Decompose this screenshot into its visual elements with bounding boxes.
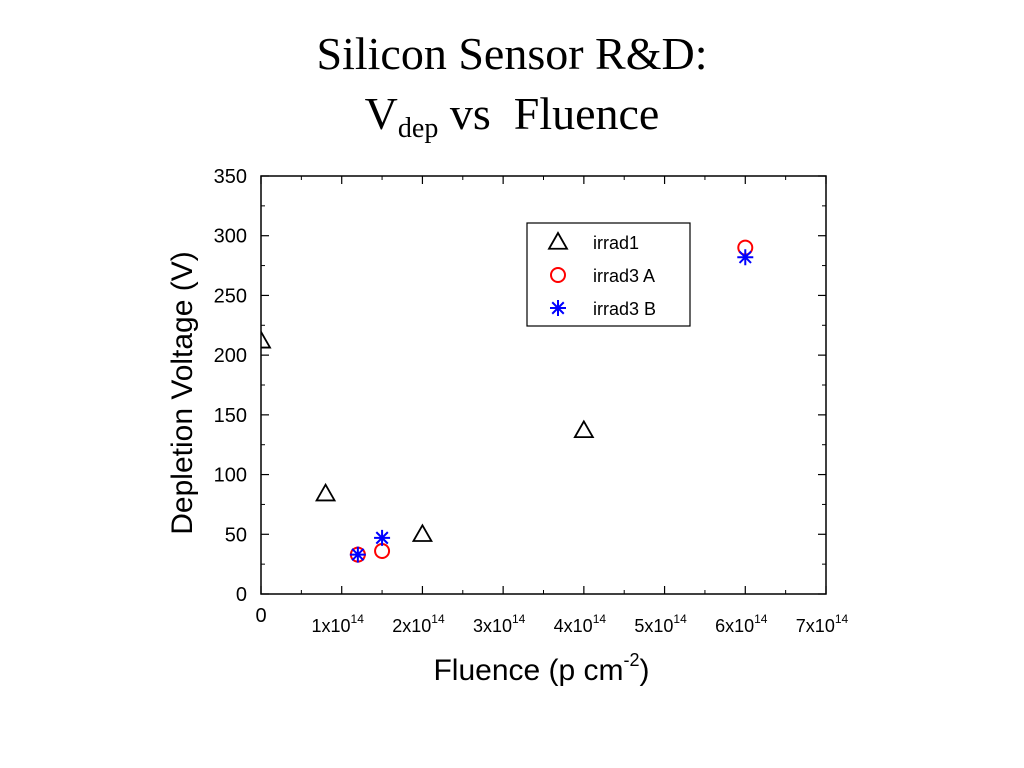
x-tick-label: 7x1014: [796, 612, 849, 636]
x-tick-label: 1x1014: [312, 612, 365, 636]
legend-marker: [547, 231, 569, 250]
point-irrad3-b: [374, 529, 391, 546]
title-subscript: dep: [397, 113, 439, 144]
legend-marker: [550, 267, 566, 283]
x-tick-label: 0: [255, 605, 266, 627]
data-points: [261, 239, 754, 563]
y-tick-label: 150: [214, 405, 247, 427]
y-tick-label: 200: [214, 345, 247, 367]
slide-title-line2: Vdep vs Fluence: [0, 88, 1024, 155]
y-tick-label: 0: [236, 584, 247, 606]
y-tick-label: 300: [214, 226, 247, 248]
slide-title-line1: Silicon Sensor R&D:: [316, 28, 708, 79]
point-irrad3-b: [349, 546, 366, 563]
point-irrad1: [411, 523, 433, 542]
y-tick-label: 250: [214, 285, 247, 307]
title-rest: vs Fluence: [438, 88, 660, 139]
y-tick-label: 350: [214, 166, 247, 188]
point-irrad3-b: [737, 249, 754, 266]
y-tick-label: 100: [214, 465, 247, 487]
x-tick-label: 4x1014: [554, 612, 607, 636]
point-irrad1: [315, 482, 337, 502]
x-axis-label: Fluence (p cm-2): [433, 650, 649, 687]
y-tick-label: 50: [225, 524, 247, 546]
point-irrad1: [573, 419, 595, 439]
legend-label: irrad3 A: [593, 266, 655, 286]
x-tick-label: 3x1014: [473, 612, 526, 636]
legend-label: irrad3 B: [593, 299, 656, 319]
legend: irrad1 irrad3 A irrad3 B: [526, 222, 691, 327]
point-irrad1: [261, 329, 272, 349]
title-v: V: [364, 88, 398, 139]
x-tick-label: 2x1014: [392, 612, 445, 636]
point-irrad3-a: [374, 543, 391, 560]
x-tick-label: 6x1014: [715, 612, 768, 636]
legend-marker: [550, 300, 566, 316]
y-axis-label: Depletion Voltage (V): [166, 251, 199, 535]
legend-label: irrad1: [593, 233, 639, 253]
x-tick-label: 5x1014: [634, 612, 687, 636]
